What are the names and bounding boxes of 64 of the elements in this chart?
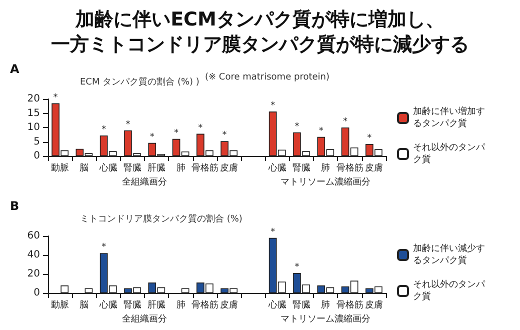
x-tick-label: 骨格筋 (336, 162, 364, 174)
x-tick-label: 心臓 (98, 162, 118, 174)
x-tick-label: 肺 (321, 300, 330, 310)
x-tick-label: 動脈 (51, 300, 70, 310)
data-label: * (294, 262, 300, 273)
data-label: * (270, 101, 276, 112)
legend-label: 加齢に伴い増加するタンパク質 (413, 106, 485, 129)
x-tick-label: 肝臓 (148, 162, 166, 174)
text: 全組織画分 (122, 314, 168, 324)
x-tick-label: 骨格筋 (191, 300, 218, 310)
y-tick-label: 40 (27, 250, 40, 260)
data-label: * (318, 126, 324, 136)
data-label: * (270, 227, 276, 238)
text: マトリソーム濃縮画分 (280, 314, 371, 324)
x-tick-label: 肝臓 (148, 300, 166, 310)
x-tick-label: 肺 (176, 300, 186, 310)
x-tick-label: 心臓 (267, 162, 286, 174)
x-tick-label: 脳 (80, 162, 89, 174)
data-label: * (102, 242, 107, 253)
y-tick-label: 20 (27, 268, 40, 280)
x-tick-label: 皮膚 (364, 162, 383, 174)
y-tick-label: 20 (27, 94, 40, 104)
text: A (10, 62, 20, 76)
text: 全組織画分 (122, 176, 168, 188)
data-label: * (53, 92, 58, 103)
x-tick-label: 皮膚 (220, 300, 238, 310)
data-label: * (294, 122, 300, 132)
legend-label: 加齢に伴い減少するタンパク質 (413, 243, 485, 266)
x-tick-label: 腎臓 (292, 300, 310, 310)
x-tick-label: 肺 (321, 162, 330, 174)
data-label: * (174, 128, 180, 138)
data-label: * (198, 123, 204, 134)
chart-subtitle: ミトコンドリア膜タンパク質の割合 (%) (80, 214, 242, 224)
y-tick-label: 15 (27, 108, 40, 119)
x-tick-label: 腎臓 (292, 162, 310, 174)
legend-label: それ以外のタンパク質 (413, 279, 486, 302)
y-tick-label: 5 (34, 136, 40, 148)
data-label: * (126, 120, 131, 130)
x-tick-label: 骨格筋 (191, 162, 218, 174)
text: (※ Core matrisome protein) (205, 72, 330, 82)
y-tick-label: 60 (27, 230, 40, 242)
x-tick-label: 腎臓 (124, 300, 142, 310)
x-tick-label: 骨格筋 (336, 300, 364, 310)
x-tick-label: 心臓 (267, 300, 286, 310)
text: マトリソーム濃縮画分 (280, 176, 371, 188)
x-tick-label: 腎臓 (124, 162, 142, 174)
data-label: * (367, 134, 372, 144)
data-label: * (102, 124, 107, 135)
y-tick-label: 0 (34, 288, 40, 298)
data-label: * (150, 132, 155, 142)
text: B (10, 199, 20, 213)
y-tick-label: 0 (34, 150, 40, 162)
x-tick-label: 心臓 (98, 300, 118, 310)
chart-subtitle: ECM タンパク質の割合 (%) ) (80, 76, 200, 88)
data-label: * (343, 117, 348, 127)
legend-label: それ以外のタンパク質 (413, 142, 486, 165)
x-tick-label: 皮膚 (220, 162, 238, 174)
y-tick-label: 10 (27, 122, 40, 133)
chart-title: 加齢に伴いECMタンパク質が特に増加し、一方ミトコンドリア膜タンパク質が特に減少する (51, 8, 469, 56)
x-tick-label: 脳 (80, 300, 89, 310)
x-tick-label: 肺 (176, 162, 186, 174)
x-tick-label: 皮膚 (364, 300, 383, 310)
x-tick-label: 動脈 (51, 162, 70, 174)
data-label: * (222, 130, 228, 141)
